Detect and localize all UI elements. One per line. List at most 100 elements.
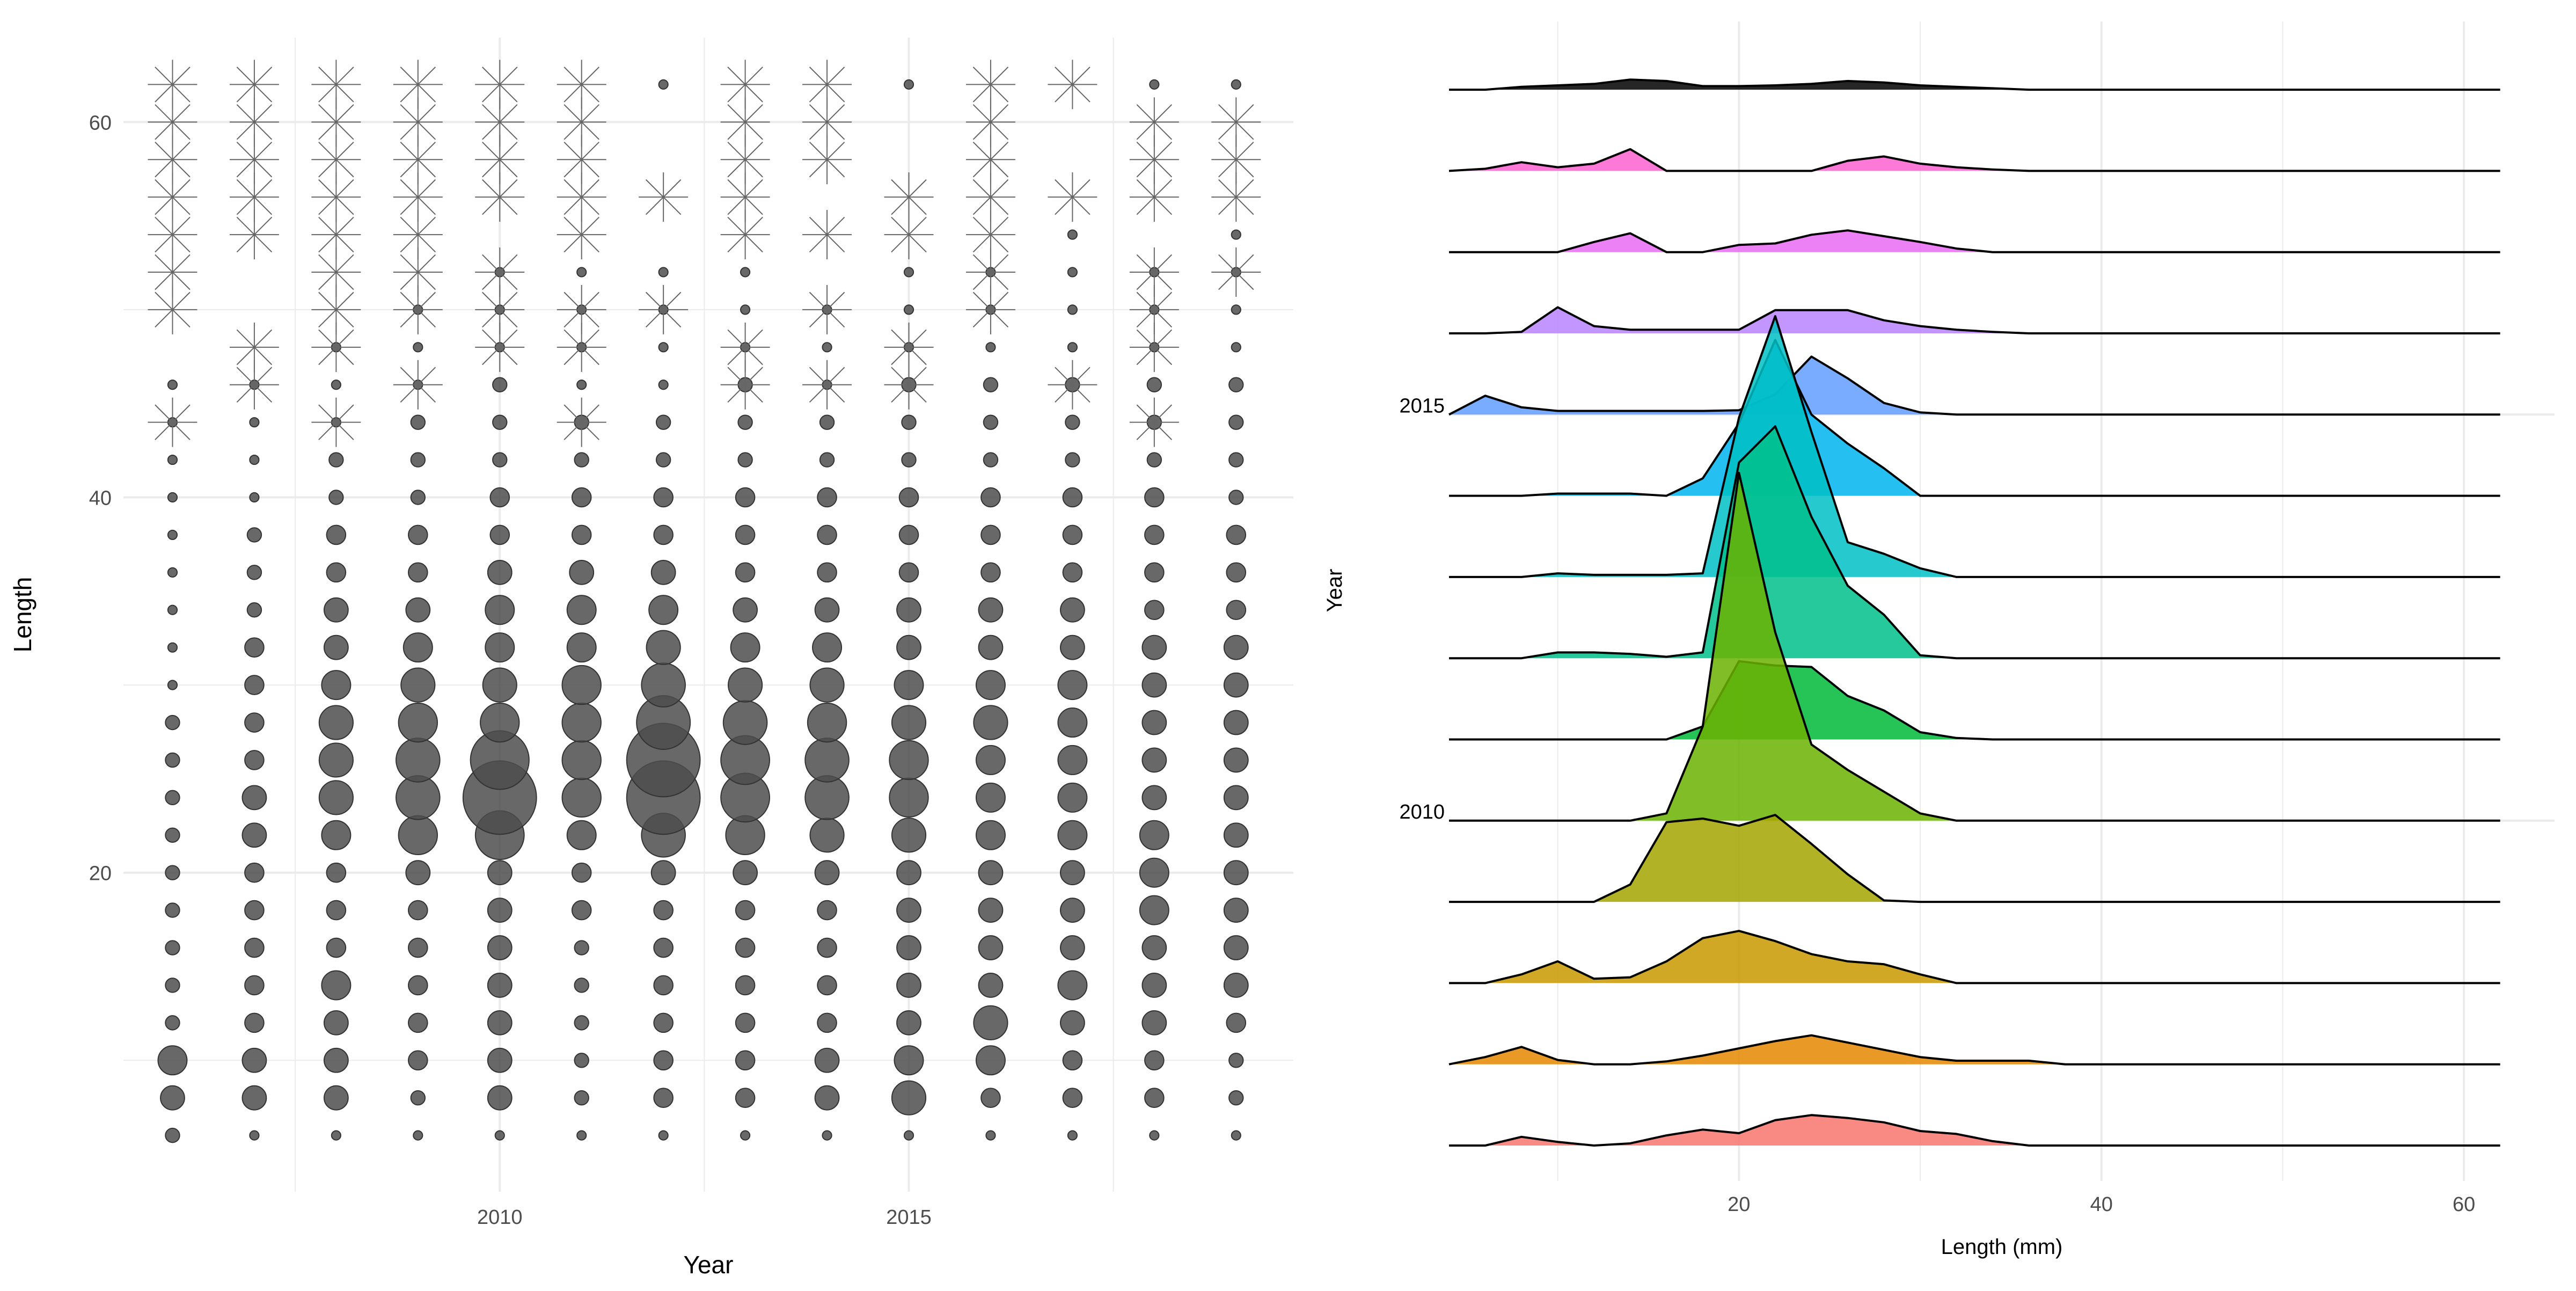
bubble-point <box>730 632 760 663</box>
bubble-point <box>889 740 929 781</box>
bubble-point <box>1057 970 1088 1001</box>
bubble-point <box>561 665 602 705</box>
bubble-point <box>980 524 1001 545</box>
asterisk-stroke <box>155 291 191 328</box>
bubble-point <box>973 705 1008 740</box>
bubble-point <box>1223 672 1249 698</box>
asterisk-stroke <box>482 329 518 366</box>
bubble-point <box>733 597 758 623</box>
bubble-point <box>1144 1050 1165 1071</box>
bubble-point <box>244 675 265 695</box>
bubble-point <box>1057 782 1088 813</box>
bubble-point <box>1223 935 1249 960</box>
ridge-line <box>1449 814 2500 903</box>
bubble-point <box>735 1012 756 1033</box>
bubble-point <box>241 1085 267 1111</box>
bubble-point <box>735 487 756 508</box>
asterisk-marker <box>557 210 606 260</box>
asterisk-marker <box>1129 97 1179 147</box>
bubble-point <box>980 487 1001 508</box>
ridge-line <box>1448 1034 2500 1066</box>
y-axis-title: Year <box>1323 569 1346 612</box>
bubble-point <box>326 562 347 583</box>
ridge-2014 <box>1449 339 2500 497</box>
ridge-2011 <box>1449 660 2500 741</box>
bubble-point <box>165 714 180 731</box>
asterisk-stroke <box>318 404 354 440</box>
bubble-point <box>167 529 178 541</box>
asterisk-marker <box>148 247 197 297</box>
bubble-point <box>807 702 847 743</box>
bubble-point <box>249 417 260 428</box>
asterisk-stroke <box>155 216 191 253</box>
ridge-area <box>1449 815 2500 902</box>
asterisk-stroke <box>1055 367 1091 403</box>
bubble-point <box>980 562 1001 583</box>
bubble-point <box>241 1047 267 1073</box>
bubble-point <box>1141 710 1167 735</box>
bubble-point <box>1057 670 1088 701</box>
bubble-point <box>244 1012 265 1033</box>
bubble-point <box>1231 304 1241 315</box>
bubble-point <box>576 1130 587 1141</box>
asterisk-marker <box>557 172 606 222</box>
bubble-point <box>485 595 515 625</box>
bubble-point <box>898 524 919 545</box>
bubble-point <box>492 377 508 392</box>
bubble-point <box>574 1053 589 1068</box>
bubble-point <box>1228 452 1244 468</box>
asterisk-stroke <box>891 367 927 403</box>
asterisk-marker <box>639 172 689 222</box>
bubble-point <box>405 597 431 623</box>
bubble-point <box>1223 973 1249 998</box>
ridge-line <box>1449 1114 2500 1147</box>
asterisk-marker <box>1211 172 1261 222</box>
y-axis-title: Length <box>9 577 36 653</box>
bubble-point <box>1141 785 1167 811</box>
asterisk-marker <box>557 285 606 334</box>
asterisk-marker <box>965 210 1015 260</box>
ridge-area <box>1449 230 2500 252</box>
asterisk-stroke <box>1055 67 1091 103</box>
bubble-point <box>653 487 674 508</box>
asterisk-stroke <box>809 291 845 328</box>
asterisk-stroke <box>482 104 518 140</box>
asterisk-marker <box>311 397 361 447</box>
asterisk-stroke <box>318 104 354 140</box>
bubble-point <box>646 630 681 665</box>
bubble-point <box>978 935 1004 960</box>
ridge-area <box>1449 1035 2500 1064</box>
asterisk-marker <box>229 322 279 372</box>
bubble-point <box>165 752 180 768</box>
bubble-point <box>896 973 921 998</box>
ridge-line <box>1449 660 2500 741</box>
asterisk-stroke <box>564 142 599 178</box>
x-tick-label: 60 <box>2453 1193 2475 1216</box>
asterisk-stroke <box>155 179 191 215</box>
bubble-point <box>165 790 180 806</box>
asterisk-stroke <box>564 329 599 366</box>
asterisk-marker <box>1211 97 1261 147</box>
bubble-point <box>1065 414 1080 430</box>
bubble-point <box>1231 229 1241 240</box>
bubble-point <box>571 900 592 921</box>
bubble-point <box>658 342 669 353</box>
bubble-point <box>1062 487 1083 508</box>
bubble-point <box>165 1015 180 1031</box>
asterisk-marker <box>1048 60 1097 110</box>
bubble-point <box>980 1088 1001 1108</box>
bubble-point <box>328 452 344 468</box>
bubble-point <box>561 777 602 818</box>
asterisk-stroke <box>400 179 436 215</box>
bubble-point <box>978 973 1004 998</box>
asterisk-stroke <box>727 367 763 403</box>
bubble-point <box>323 1085 349 1111</box>
asterisk-stroke <box>318 179 354 215</box>
bubble-point <box>896 935 921 960</box>
bubble-point <box>814 597 840 623</box>
asterisk-stroke <box>1218 104 1254 140</box>
bubble-point <box>1141 747 1167 773</box>
bubble-point <box>167 454 178 465</box>
ridge-line <box>1449 306 2500 334</box>
bubble-point <box>891 705 927 740</box>
